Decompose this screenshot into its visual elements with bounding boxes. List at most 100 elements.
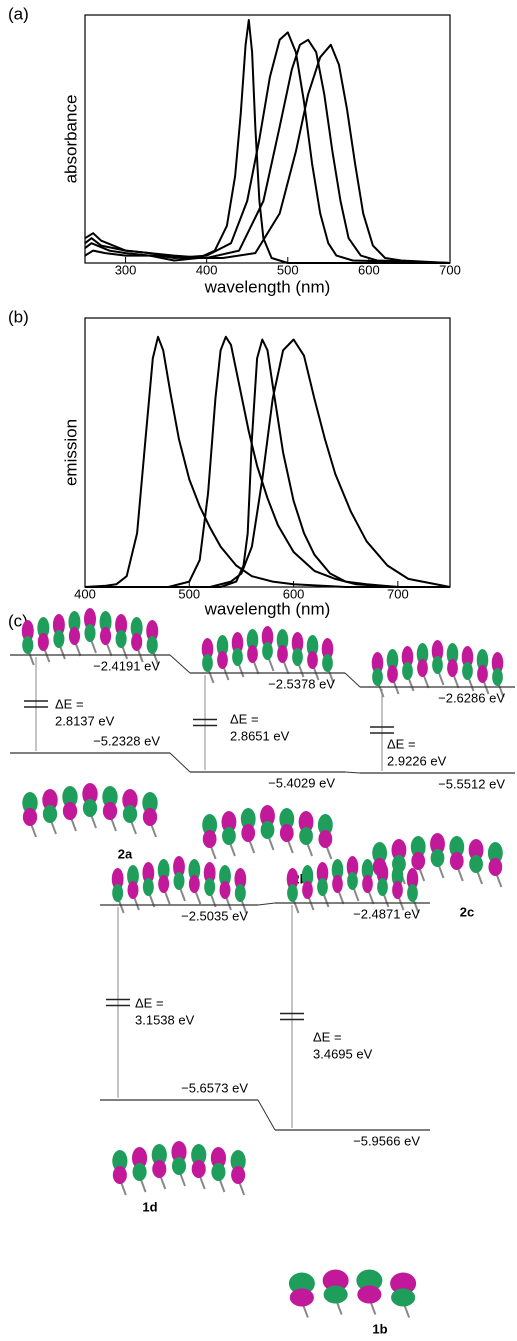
homo-energy: −5.9566 eV xyxy=(353,1133,420,1148)
gap-label: ΔE = xyxy=(55,696,84,711)
orbital-lobe xyxy=(292,648,303,666)
orbital-lobe xyxy=(322,654,333,672)
orbital-lobe xyxy=(211,1163,225,1181)
orbital-lobe xyxy=(407,884,418,902)
spectrum-line xyxy=(85,45,450,263)
spectrum-line xyxy=(85,340,450,588)
orbital-lobe xyxy=(143,878,154,896)
orbital-lobe xyxy=(391,1289,415,1307)
orbital-lobe xyxy=(261,821,275,839)
orbital-lobe xyxy=(302,881,313,899)
orbital-lobe xyxy=(112,884,123,902)
orbital-lobe xyxy=(417,659,428,677)
orbital-lobe xyxy=(387,665,398,683)
panel-label: (a) xyxy=(8,4,29,23)
homo-energy: −5.6573 eV xyxy=(181,1080,248,1095)
plot-frame xyxy=(85,318,450,587)
orbital-lobe xyxy=(307,651,318,669)
orbital-lobe xyxy=(203,830,217,848)
molecule-name: 1d xyxy=(142,1199,157,1214)
gap-value: 3.4695 eV xyxy=(313,1046,373,1061)
orbital-lobe xyxy=(447,659,458,677)
orbital-lobe xyxy=(392,881,403,899)
orbital-lobe xyxy=(290,1289,314,1307)
orbital-lobe xyxy=(133,1163,147,1181)
gap-value: 2.9226 eV xyxy=(387,753,447,768)
orbital-lobe xyxy=(235,884,246,902)
spectrum-line xyxy=(85,32,450,263)
orbital-lobe xyxy=(189,875,200,893)
orbital-lobe xyxy=(247,645,258,663)
homo-energy: −5.5512 eV xyxy=(438,776,505,791)
molecule-name: 2c xyxy=(460,904,474,919)
orbital-lobe xyxy=(492,668,503,686)
orbital-lobe xyxy=(172,1157,186,1175)
orbital-lobe xyxy=(411,852,425,870)
orbital-lobe xyxy=(232,648,243,666)
orbital-lobe xyxy=(324,1286,348,1304)
orbital-lobe xyxy=(287,884,298,902)
orbital-lobe xyxy=(231,1166,245,1184)
orbital-lobe xyxy=(217,651,228,669)
orbital-lobe xyxy=(220,881,231,899)
orbital-lobe xyxy=(174,872,185,890)
orbital-lobe xyxy=(241,824,255,842)
level-connector xyxy=(258,1100,275,1130)
orbital-lobe xyxy=(83,799,97,817)
orbital-lobe xyxy=(277,645,288,663)
gap-label: ΔE = xyxy=(313,1029,342,1044)
orbital-lobe xyxy=(158,875,169,893)
lumo-energy: −2.5035 eV xyxy=(181,908,248,923)
x-tick-label: 300 xyxy=(115,262,137,277)
y-axis-label: emission xyxy=(61,419,80,486)
orbital-lobe xyxy=(402,662,413,680)
orbital-lobe xyxy=(53,630,64,648)
gap-value: 2.8651 eV xyxy=(230,728,290,743)
homo-energy: −5.2328 eV xyxy=(93,733,160,748)
orbital-lobe xyxy=(362,875,373,893)
orbital-lobe xyxy=(488,858,502,876)
x-tick-label: 500 xyxy=(277,262,299,277)
orbital-lobe xyxy=(204,878,215,896)
plot-frame xyxy=(85,15,450,263)
x-tick-label: 500 xyxy=(178,586,200,601)
orbital-lobe xyxy=(222,827,236,845)
orbital-lobe xyxy=(432,656,443,674)
orbital-lobe xyxy=(69,627,80,645)
orbital-lobe xyxy=(318,830,332,848)
orbital-lobe xyxy=(152,1160,166,1178)
orbital-lobe xyxy=(131,633,142,651)
orbital-lobe xyxy=(202,654,213,672)
orbital-lobe xyxy=(63,802,77,820)
level-connector xyxy=(345,673,360,687)
x-tick-label: 700 xyxy=(387,586,409,601)
orbital-lobe xyxy=(103,802,117,820)
x-axis-label: wavelength (nm) xyxy=(204,277,331,296)
orbital-lobe xyxy=(143,808,157,826)
orbital-lobe xyxy=(23,808,37,826)
figure: (a)300400500600700wavelength (nm)absorba… xyxy=(0,0,517,1341)
orbital-lobe xyxy=(347,872,358,890)
x-tick-label: 400 xyxy=(74,586,96,601)
orbital-lobe xyxy=(357,1286,381,1304)
spectrum-line xyxy=(85,337,450,587)
panel-label: (b) xyxy=(8,307,29,326)
x-tick-label: 600 xyxy=(358,262,380,277)
orbital-lobe xyxy=(116,630,127,648)
orbital-lobe xyxy=(469,855,483,873)
spectrum-line xyxy=(85,40,450,263)
orbital-lobe xyxy=(462,662,473,680)
spectrum-line xyxy=(85,340,450,588)
orbital-lobe xyxy=(262,642,273,660)
level-connector xyxy=(258,903,275,905)
gap-label: ΔE = xyxy=(135,995,164,1010)
homo-energy: −5.4029 eV xyxy=(268,775,335,790)
orbital-lobe xyxy=(123,805,137,823)
x-axis-label: wavelength (nm) xyxy=(204,599,331,618)
orbital-lobe xyxy=(377,878,388,896)
spectrum-line xyxy=(85,20,450,263)
orbital-lobe xyxy=(100,627,111,645)
orbital-lobe xyxy=(317,878,328,896)
orbital-lobe xyxy=(192,1160,206,1178)
spectrum-line xyxy=(85,337,450,587)
